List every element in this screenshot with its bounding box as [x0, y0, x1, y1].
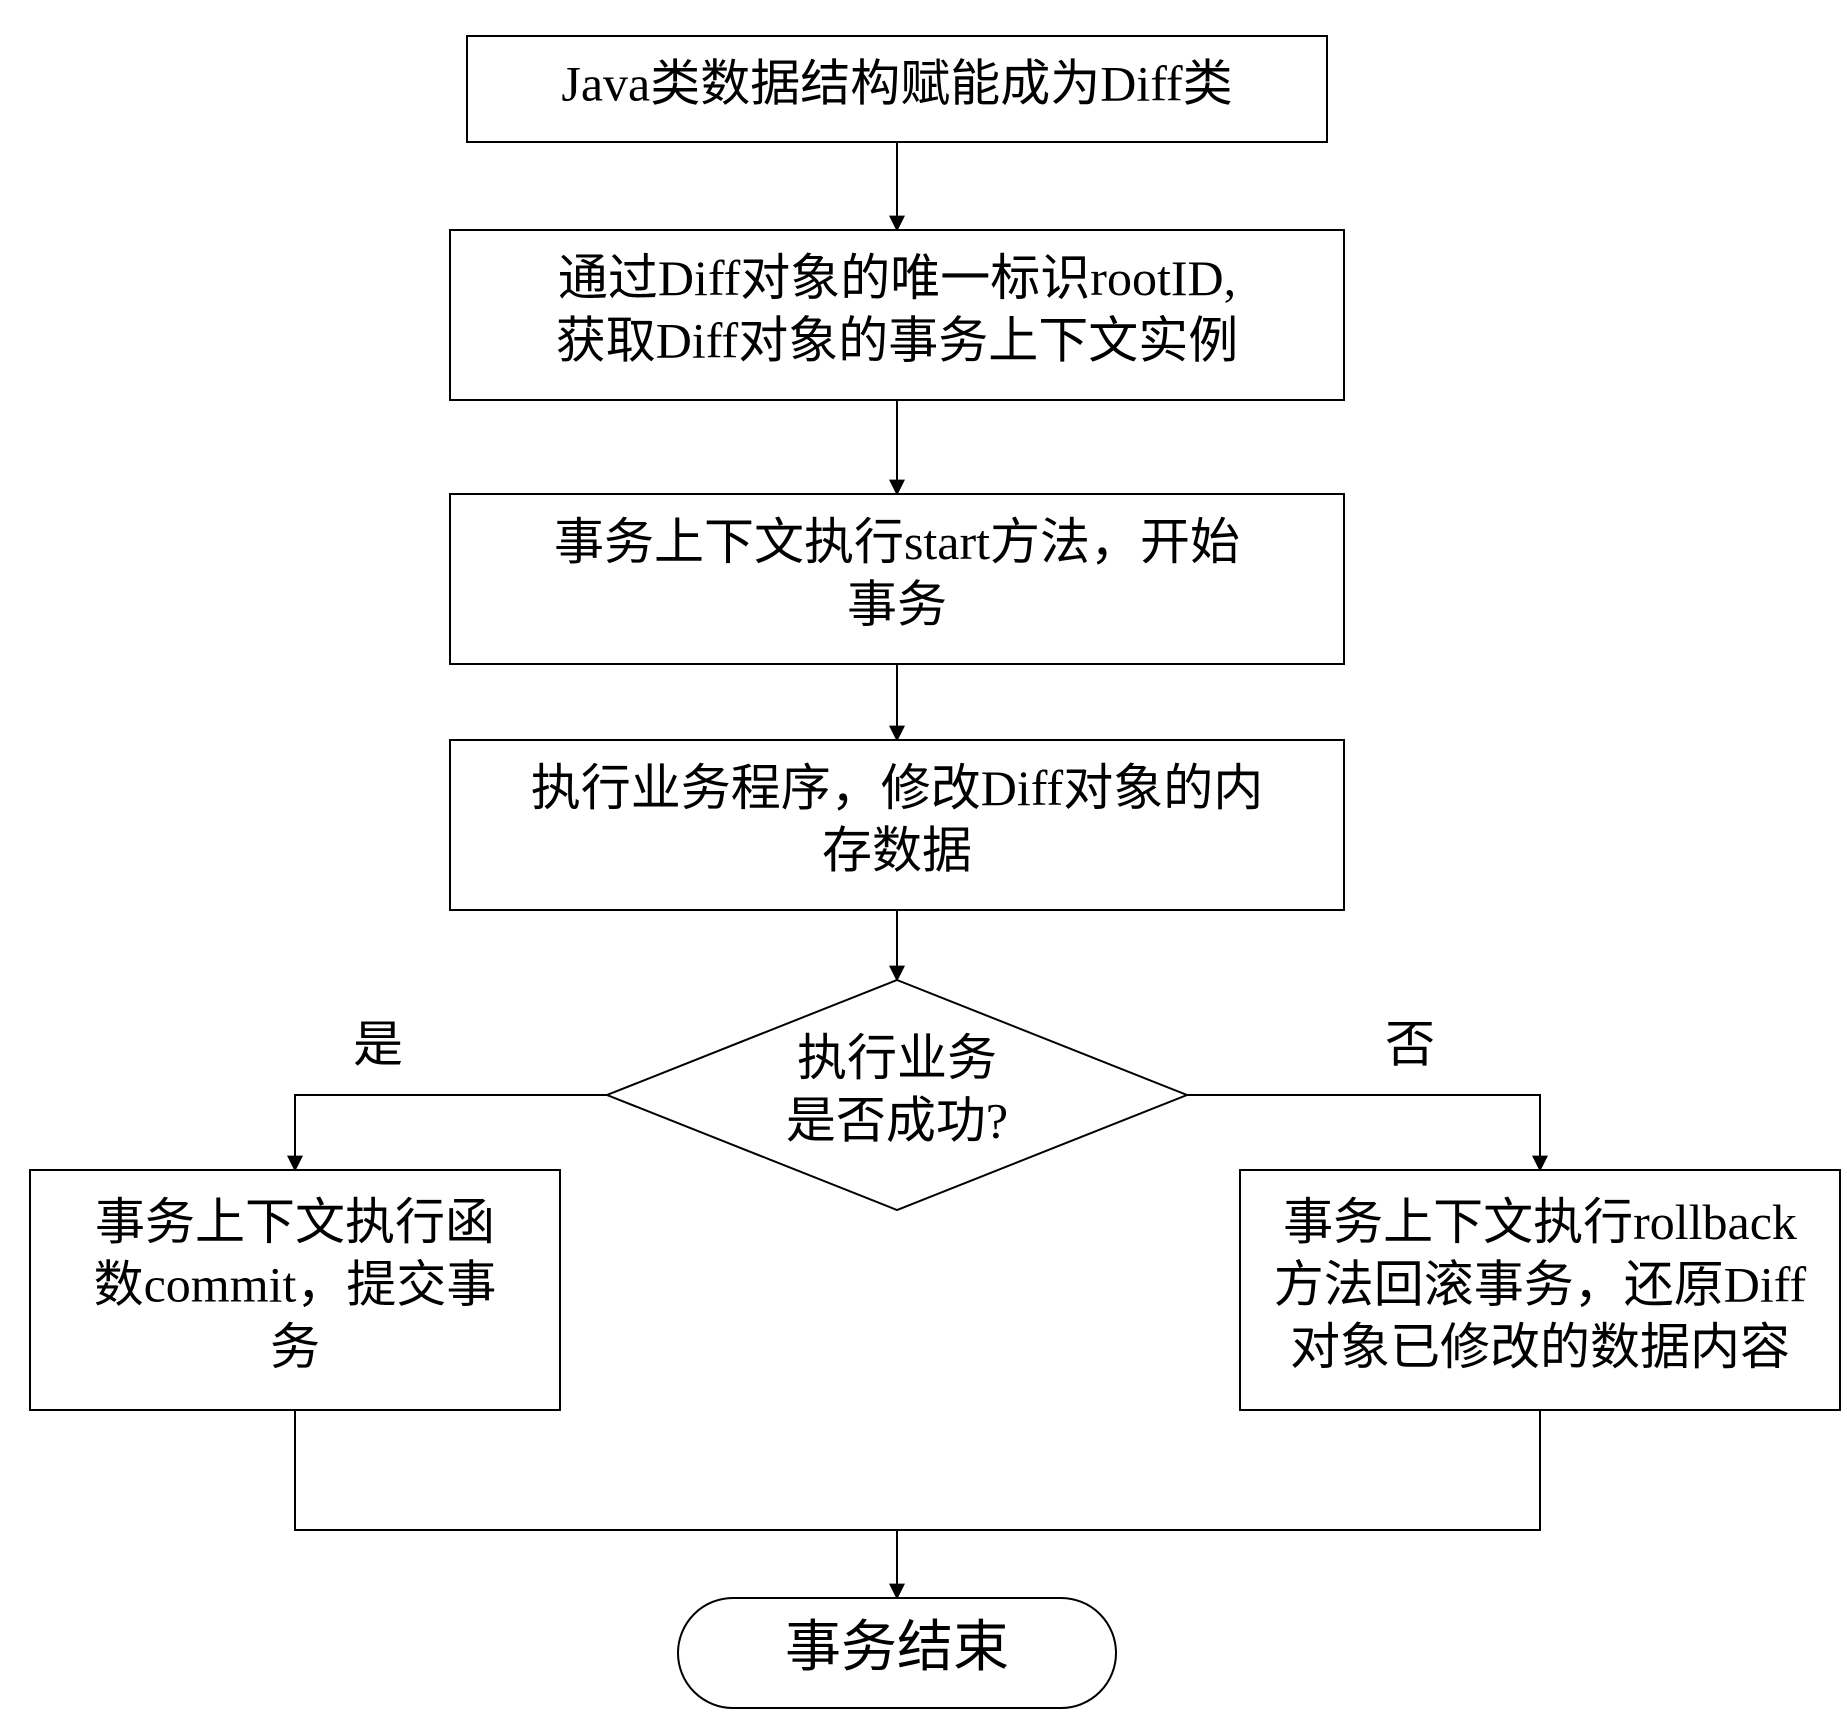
label-noLabel: 否: [1385, 1016, 1435, 1072]
label-yesLabel: 是: [353, 1016, 403, 1072]
flowchart.nodes.n2-line-0: 通过Diff对象的唯一标识rootID,: [558, 250, 1236, 306]
flowchart.nodes.n4-line-1: 存数据: [822, 823, 972, 879]
edge-n6-join: [897, 1410, 1540, 1530]
flowchart-canvas: Java类数据结构赋能成为Diff类通过Diff对象的唯一标识rootID, 获取…: [0, 0, 1847, 1724]
flowchart.nodes.n6-line-1: 方法回滚事务，还原Diff: [1274, 1256, 1807, 1312]
flowchart.nodes.n4-line-0: 执行业务程序，修改Diff对象的内: [531, 760, 1263, 816]
flowchart.nodes.n3-line-1: 事务: [847, 577, 947, 633]
flowchart.nodes.n1-line-0: Java类数据结构赋能成为Diff类: [561, 55, 1232, 111]
flowchart.nodes.n5-line-1: 数commit，提交事: [94, 1256, 497, 1312]
flowchart.nodes.n5-line-0: 事务上下文执行函: [95, 1194, 495, 1250]
edge-decision-n6: [1187, 1095, 1540, 1170]
flowchart.nodes.n6-line-2: 对象已修改的数据内容: [1290, 1319, 1790, 1375]
flowchart.nodes.n2-line-1: 获取Diff对象的事务上下文实例: [556, 313, 1238, 369]
edge-decision-n5: [295, 1095, 607, 1170]
flowchart.nodes.decision-line-1: 是否成功?: [786, 1093, 1008, 1149]
flowchart.nodes.n5-line-2: 务: [270, 1319, 320, 1375]
flowchart.nodes.n6-line-0: 事务上下文执行rollback: [1283, 1194, 1797, 1250]
flowchart.nodes.decision-line-0: 执行业务: [797, 1030, 997, 1086]
edge-n5-join: [295, 1410, 897, 1530]
flowchart.nodes.end-line-0: 事务结束: [785, 1617, 1009, 1679]
flowchart.nodes.n3-line-0: 事务上下文执行start方法，开始: [554, 514, 1240, 570]
